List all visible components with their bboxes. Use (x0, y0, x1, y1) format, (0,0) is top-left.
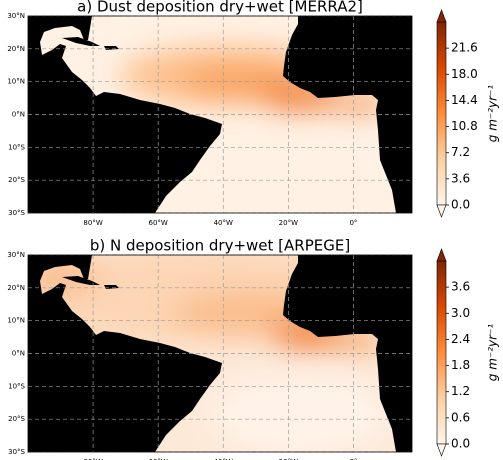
lon-label: 0° (349, 458, 357, 460)
colorbar-tick-label: 14.4 (451, 93, 478, 107)
panel-title: b) N deposition dry+wet [ARPEGE] (90, 237, 350, 255)
colorbar-tick-label: 3.0 (451, 306, 470, 320)
lon-label: 20°W (279, 458, 298, 460)
panel-title: a) Dust deposition dry+wet [MERRA2] (77, 0, 363, 16)
colorbar-label: g m⁻²yr⁻¹ (486, 324, 500, 382)
lat-label: 20°N (7, 45, 25, 53)
colorbar-extend-min (436, 443, 447, 457)
map-frame (27, 15, 413, 214)
lat-label: 30°S (8, 448, 25, 456)
map-frame (27, 254, 413, 453)
colorbar (436, 21, 447, 206)
lat-label: 10°N (7, 78, 25, 86)
lat-label: 20°S (8, 415, 25, 423)
lat-label: 10°S (8, 143, 25, 151)
lon-label: 80°W (83, 219, 102, 227)
colorbar-tick-label: 1.8 (451, 358, 470, 372)
colorbar-tick-label: 21.6 (451, 41, 478, 55)
lon-label: 0° (349, 219, 357, 227)
colorbar-tick-label: 2.4 (451, 332, 470, 346)
lat-label: 10°S (8, 382, 25, 390)
colorbar-extend-min (436, 204, 447, 218)
lat-label: 30°N (7, 12, 25, 20)
colorbar-tick-label: 1.2 (451, 384, 470, 398)
lon-label: 40°W (214, 219, 233, 227)
colorbar-tick-label: 7.2 (451, 145, 470, 159)
colorbar-extend-max (436, 9, 447, 23)
lon-label: 40°W (214, 458, 233, 460)
colorbar-tick-label: 3.6 (451, 171, 470, 185)
lat-label: 0°N (12, 350, 25, 358)
lat-label: 30°S (8, 209, 25, 217)
lon-label: 60°W (148, 219, 167, 227)
lon-label: 60°W (148, 458, 167, 460)
colorbar-tick-label: 10.8 (451, 119, 478, 133)
colorbar-tick-label: 0.6 (451, 410, 470, 424)
colorbar-extend-max (436, 248, 447, 262)
lat-label: 10°N (7, 317, 25, 325)
colorbar-tick-label: 0.0 (451, 198, 470, 212)
lat-label: 20°S (8, 176, 25, 184)
colorbar-tick-label: 0.0 (451, 437, 470, 451)
colorbar (436, 260, 447, 445)
colorbar-tick-label: 3.6 (451, 280, 470, 294)
lat-label: 0°N (12, 111, 25, 119)
colorbar-label: g m⁻²yr⁻¹ (486, 85, 500, 143)
colorbar-tick-label: 18.0 (451, 67, 478, 81)
lat-label: 20°N (7, 284, 25, 292)
lon-label: 80°W (83, 458, 102, 460)
lon-label: 20°W (279, 219, 298, 227)
lat-label: 30°N (7, 251, 25, 259)
